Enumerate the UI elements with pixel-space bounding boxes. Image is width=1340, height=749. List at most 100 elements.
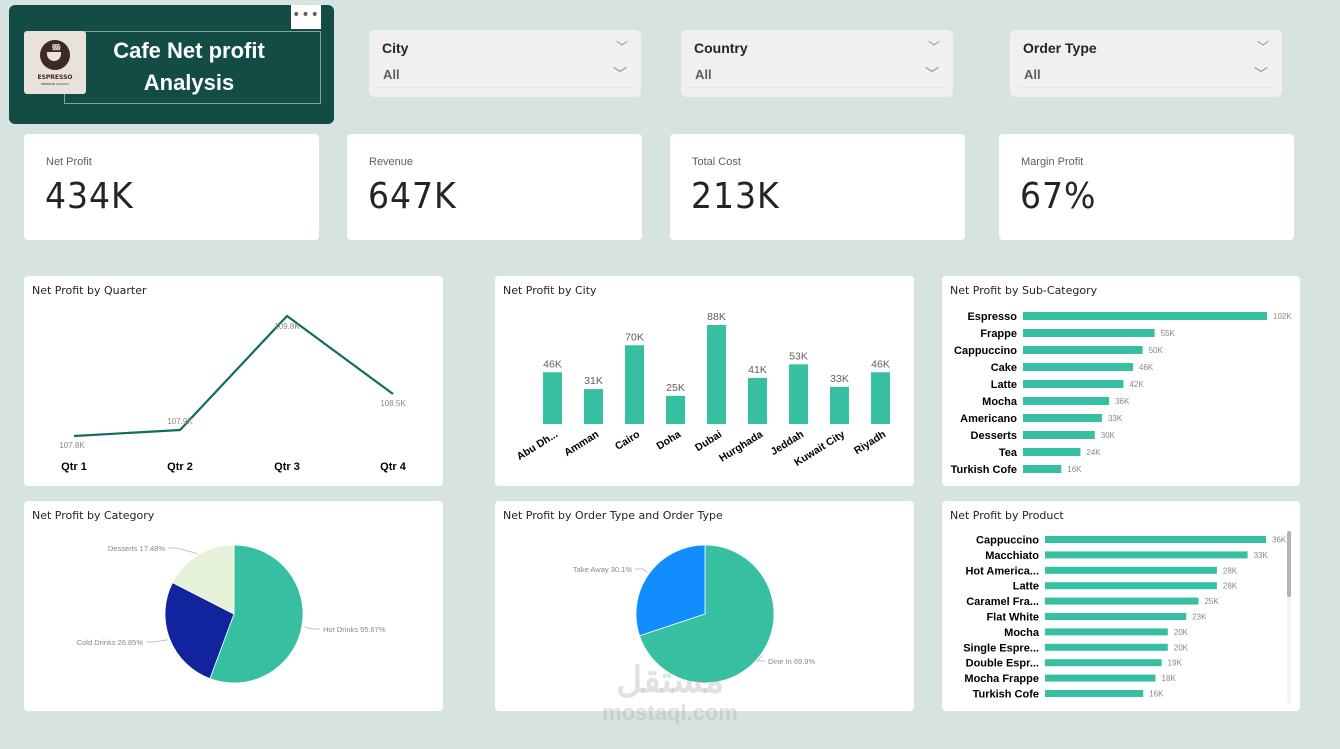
- order-type-dropdown[interactable]: All ﹀: [1018, 62, 1272, 88]
- y-tick-label: Desserts: [971, 430, 1017, 442]
- scrollbar-thumb[interactable]: [1287, 531, 1291, 597]
- bar: [584, 389, 603, 424]
- data-label: 23K: [1192, 613, 1207, 622]
- data-label: 70K: [625, 331, 644, 343]
- pie-slice: [639, 544, 775, 684]
- data-label: 41K: [748, 364, 767, 376]
- x-tick-label: Qtr 3: [274, 461, 300, 473]
- leader-line: [303, 626, 320, 630]
- chevron-down-icon[interactable]: ﹀: [615, 40, 628, 54]
- kpi-label: Margin Profit: [1021, 156, 1084, 168]
- data-label: 25K: [1204, 597, 1219, 606]
- country-dropdown[interactable]: All ﹀: [689, 62, 943, 88]
- page-title: Cafe Net profit Analysis: [89, 35, 289, 99]
- y-tick-label: Tea: [999, 447, 1018, 459]
- bar: [1045, 566, 1217, 574]
- data-label: 46K: [871, 358, 890, 370]
- chevron-down-icon[interactable]: ﹀: [1256, 40, 1269, 54]
- data-label: 16K: [1149, 690, 1164, 699]
- pie-chart: Dine In 69.9% Take Away 30.1%: [573, 544, 815, 684]
- chart-net-profit-by-order-type[interactable]: Net Profit by Order Type and Order Type …: [495, 501, 914, 711]
- x-tick-label: Hurghada: [717, 428, 765, 464]
- chart-net-profit-by-city[interactable]: Net Profit by City 46K Abu Dh... 31K Amman 7…: [495, 276, 914, 486]
- x-tick-label: Qtr 2: [167, 461, 193, 473]
- bar-chart: Espresso 102K Frappe 55K Cappuccino 50K Cake 46…: [951, 311, 1293, 476]
- logo-tagline: PREMIUM QUALITY: [41, 82, 69, 86]
- kpi-value: 213K: [691, 176, 780, 217]
- data-label: 33K: [1254, 551, 1269, 560]
- kpi-revenue: Revenue 647K: [347, 134, 642, 240]
- slice-label: Hot Drinks 55.67%: [323, 625, 386, 634]
- x-tick-label: Dubai: [693, 428, 724, 454]
- bar: [871, 372, 890, 424]
- bar: [1045, 536, 1266, 543]
- more-options-button[interactable]: •••: [291, 5, 321, 29]
- bar: [830, 386, 849, 424]
- bar: [1045, 613, 1187, 620]
- kpi-value: 647K: [368, 176, 457, 217]
- y-tick-label: Frappe: [980, 328, 1017, 340]
- data-label: 53K: [789, 350, 808, 362]
- chart-title: Net Profit by City: [503, 284, 597, 297]
- data-label: 55K: [1161, 329, 1176, 338]
- pie-chart: Hot Drinks 55.67% Cold Drinks 26.85% Desse…: [77, 544, 386, 684]
- city-dropdown[interactable]: All ﹀: [377, 62, 631, 88]
- scrollbar[interactable]: [1287, 531, 1291, 703]
- bar: [1023, 312, 1267, 320]
- chart-net-profit-by-quarter[interactable]: Net Profit by Quarter 107.8K Qtr 1 107.9K Q…: [24, 276, 443, 486]
- data-label: 107.8K: [59, 441, 85, 450]
- slicer-label: Order Type: [1023, 40, 1097, 56]
- slicer-value: All: [695, 67, 712, 82]
- slicer-label: Country: [694, 40, 748, 56]
- y-tick-label: Turkish Cofe: [951, 464, 1017, 476]
- data-label: 25K: [666, 382, 685, 394]
- y-tick-label: Hot America...: [965, 565, 1039, 577]
- data-label: 33K: [1108, 414, 1123, 423]
- slicer-city: City ﹀ All ﹀: [369, 30, 641, 97]
- y-tick-label: Double Espr...: [966, 658, 1039, 670]
- data-label: 46K: [1139, 363, 1154, 372]
- chart-net-profit-by-sub-category[interactable]: Net Profit by Sub-Category Espresso 102K F…: [942, 276, 1300, 486]
- data-label: 88K: [707, 311, 726, 323]
- espresso-logo: §§§ ESPRESSO PREMIUM QUALITY: [24, 31, 86, 94]
- y-tick-label: Mocha Frappe: [964, 673, 1039, 685]
- chart-title: Net Profit by Quarter: [32, 284, 147, 297]
- pie-slice: [635, 544, 706, 637]
- bar-chart: Cappuccino 36K Macchiato 33K Hot America... 2…: [963, 535, 1287, 701]
- data-label: 102K: [1273, 312, 1292, 321]
- bar: [1045, 551, 1248, 559]
- chart-net-profit-by-category[interactable]: Net Profit by Category Hot Drinks 55.67%…: [24, 501, 443, 711]
- data-label: 46K: [543, 358, 562, 370]
- chevron-down-icon[interactable]: ﹀: [925, 67, 939, 83]
- bar: [1045, 582, 1217, 590]
- y-tick-label: Single Espre...: [963, 642, 1039, 654]
- bar: [543, 372, 562, 424]
- x-tick-label: Cairo: [613, 428, 642, 452]
- data-label: 31K: [584, 375, 603, 387]
- chevron-down-icon[interactable]: ﹀: [1254, 67, 1268, 83]
- coffee-cup-icon: §§§: [40, 40, 70, 70]
- slicer-value: All: [383, 67, 400, 82]
- bar: [1023, 363, 1134, 371]
- chevron-down-icon[interactable]: ﹀: [613, 67, 627, 83]
- y-tick-label: Espresso: [967, 311, 1017, 323]
- x-tick-label: Qtr 4: [380, 461, 407, 473]
- chart-net-profit-by-product[interactable]: Net Profit by Product Cappuccino 36K Macch…: [942, 501, 1300, 711]
- kpi-label: Revenue: [369, 156, 414, 168]
- y-tick-label: Americano: [960, 413, 1017, 425]
- bar: [1045, 659, 1162, 667]
- bar: [1023, 346, 1143, 354]
- x-tick-label: Doha: [654, 428, 683, 452]
- data-label: 24K: [1086, 448, 1101, 457]
- column-chart: 46K Abu Dh... 31K Amman 70K Cairo 25K Doha 88K Du…: [515, 311, 890, 469]
- chevron-down-icon[interactable]: ﹀: [927, 40, 940, 54]
- pie-slice: [209, 544, 304, 684]
- logo-wordmark: ESPRESSO: [37, 74, 73, 81]
- y-tick-label: Latte: [1013, 581, 1039, 593]
- bar: [1045, 597, 1199, 605]
- slice-label: Desserts 17.48%: [108, 544, 165, 553]
- kpi-net-profit: Net Profit 434K: [24, 134, 319, 240]
- bar: [707, 325, 726, 424]
- bar: [789, 364, 808, 424]
- y-tick-label: Cappuccino: [976, 535, 1039, 547]
